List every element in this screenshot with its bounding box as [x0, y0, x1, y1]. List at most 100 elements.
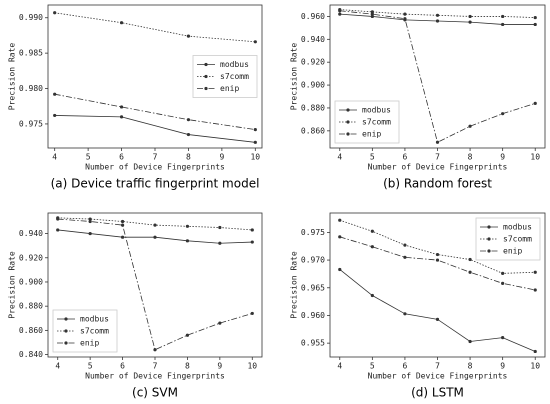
- legend-marker: [487, 249, 491, 253]
- x-tick-label: 10: [250, 153, 260, 162]
- series-line: [54, 93, 256, 130]
- y-tick-label: 0.975: [301, 228, 325, 237]
- x-tick-label: 9: [500, 362, 505, 371]
- point-marker: [53, 11, 57, 15]
- point-marker: [533, 101, 537, 105]
- point-marker: [120, 219, 125, 224]
- point-marker: [533, 270, 537, 274]
- point-marker: [435, 19, 440, 23]
- y-axis-label: Precision Rate: [8, 251, 17, 319]
- point-marker: [119, 115, 124, 119]
- legend-marker: [346, 120, 350, 124]
- point-marker: [435, 13, 440, 17]
- legend-label: modbus: [80, 315, 109, 324]
- point-marker: [501, 271, 505, 275]
- series-line: [54, 115, 256, 143]
- point-marker: [468, 14, 472, 19]
- x-tick-label: 7: [153, 153, 158, 162]
- x-tick-label: 7: [153, 362, 158, 371]
- x-tick-label: 5: [86, 153, 91, 162]
- x-tick-label: 5: [370, 153, 375, 162]
- point-marker: [218, 241, 222, 245]
- caption: (d) LSTM: [411, 386, 464, 400]
- point-marker: [338, 218, 342, 222]
- point-marker: [370, 293, 374, 298]
- legend-label: enip: [80, 339, 99, 348]
- point-marker: [468, 20, 472, 24]
- legend-marker: [487, 237, 491, 241]
- point-marker: [468, 339, 472, 344]
- subplot: 0.975 0.980 0.985 0.990 4 5 6 7 8 9 10 Number of De…: [8, 4, 263, 191]
- point-marker: [468, 124, 472, 128]
- point-marker: [88, 219, 92, 224]
- x-tick-label: 5: [370, 362, 375, 371]
- legend-marker: [64, 329, 68, 333]
- x-tick-label: 4: [337, 362, 342, 371]
- legend-label: modbus: [220, 60, 249, 69]
- x-tick-label: 10: [530, 153, 540, 162]
- point-marker: [501, 112, 505, 116]
- point-marker: [435, 317, 440, 321]
- legend-marker: [204, 86, 208, 91]
- point-marker: [403, 312, 407, 316]
- point-marker: [253, 40, 257, 44]
- series-line: [339, 269, 536, 352]
- point-marker: [435, 252, 440, 257]
- point-marker: [88, 217, 92, 221]
- point-marker: [403, 243, 407, 247]
- point-marker: [250, 240, 254, 244]
- point-marker: [533, 349, 537, 354]
- point-marker: [403, 12, 407, 16]
- y-tick-label: 0.940: [301, 35, 325, 44]
- point-marker: [53, 92, 57, 96]
- x-tick-label: 6: [403, 153, 408, 162]
- y-tick-label: 0.920: [19, 253, 43, 262]
- x-tick-label: 9: [219, 153, 224, 162]
- point-marker: [338, 235, 342, 239]
- point-marker: [533, 15, 537, 20]
- point-marker: [370, 10, 374, 14]
- point-marker: [403, 17, 407, 21]
- x-tick-label: 7: [435, 362, 440, 371]
- y-tick-label: 0.965: [301, 283, 325, 292]
- y-tick-label: 0.975: [19, 119, 43, 128]
- x-tick-label: 8: [468, 153, 473, 162]
- point-marker: [218, 225, 222, 230]
- y-tick-label: 0.990: [19, 13, 43, 22]
- point-marker: [501, 14, 505, 19]
- series-line: [54, 12, 256, 43]
- x-tick-label: 4: [337, 153, 342, 162]
- point-marker: [501, 22, 505, 27]
- y-tick-label: 0.840: [19, 350, 43, 359]
- y-axis-label: Precision Rate: [290, 251, 299, 319]
- x-tick-label: 6: [119, 153, 124, 162]
- y-tick-label: 0.970: [301, 256, 325, 265]
- legend-label: enip: [503, 247, 522, 256]
- subplot: 0.955 0.960 0.965 0.970 0.975 4 5 6 7 8 9 10 Number …: [290, 212, 546, 400]
- point-marker: [533, 288, 537, 292]
- x-axis-label: Number of Device Fingerprints: [368, 163, 508, 172]
- legend-label: modbus: [362, 106, 391, 115]
- x-tick-label: 9: [217, 362, 222, 371]
- caption: (b) Random forest: [383, 177, 492, 191]
- y-tick-label: 0.900: [301, 81, 325, 90]
- point-marker: [338, 267, 342, 272]
- x-tick-label: 9: [500, 153, 505, 162]
- legend-label: s7comm: [362, 118, 391, 127]
- y-axis-label: Precision Rate: [290, 43, 299, 111]
- legend-marker: [346, 132, 350, 136]
- point-marker: [153, 223, 157, 227]
- point-marker: [186, 118, 191, 122]
- point-marker: [403, 255, 407, 259]
- legend-marker: [204, 74, 208, 79]
- point-marker: [435, 258, 440, 262]
- y-tick-label: 0.940: [19, 229, 43, 238]
- legend-marker: [64, 341, 68, 345]
- point-marker: [185, 224, 190, 228]
- x-tick-label: 6: [403, 362, 408, 371]
- point-marker: [501, 281, 505, 285]
- legend-label: s7comm: [80, 327, 109, 336]
- point-marker: [56, 228, 60, 232]
- point-marker: [120, 223, 125, 227]
